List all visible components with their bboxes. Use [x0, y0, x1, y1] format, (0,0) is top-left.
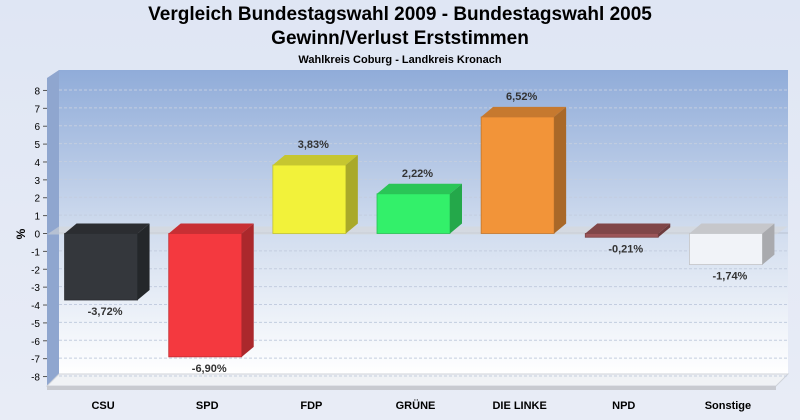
bar-top [168, 223, 254, 234]
y-tick-label: -8 [31, 373, 40, 384]
y-tick-label: -3 [31, 283, 40, 294]
bar-grüne [376, 183, 462, 234]
value-label: -6,90% [192, 363, 227, 375]
bar-npd [584, 223, 671, 238]
x-tick-label: GRÜNE [396, 399, 436, 412]
chart-subtitle: Gewinn/Verlust Erststimmen [271, 28, 529, 49]
bar-top [689, 223, 775, 234]
bar-front [376, 193, 451, 234]
x-tick-label: CSU [91, 400, 114, 412]
bar-top [585, 223, 671, 234]
x-tick-label: NPD [612, 400, 635, 412]
bar-side [137, 223, 150, 301]
bar-front [584, 233, 659, 238]
bar-sonstige [689, 223, 775, 266]
bar-front [64, 233, 138, 301]
y-tick-label: -5 [31, 319, 40, 330]
y-tick-label: -6 [31, 337, 40, 348]
y-tick-label: 0 [34, 230, 40, 241]
bar-top [481, 106, 567, 117]
value-label: -1,74% [712, 271, 747, 283]
bar-front [272, 164, 347, 234]
y-axis-label: % [14, 228, 28, 239]
bar-side [345, 155, 358, 234]
x-tick-label: SPD [196, 400, 219, 412]
y-tick-label: -2 [31, 265, 40, 276]
bar-front [689, 233, 763, 266]
y-tick-label: 4 [34, 158, 40, 169]
value-label: 6,52% [506, 91, 537, 103]
bar-side [554, 106, 567, 234]
y-tick-label: 8 [34, 86, 40, 97]
bar-top [64, 223, 150, 234]
chart-title: Vergleich Bundestagswahl 2009 - Bundesta… [148, 4, 652, 25]
bar-front [480, 116, 555, 234]
bar-side [450, 183, 462, 234]
chart-caption: Wahlkreis Coburg - Landkreis Kronach [298, 54, 502, 66]
bar-top [272, 155, 358, 166]
plot-left-wall [47, 70, 59, 386]
bar-front [168, 233, 243, 358]
y-tick-label: 7 [34, 104, 40, 115]
y-tick-label: -4 [31, 301, 40, 312]
y-tick-label: -7 [31, 355, 40, 366]
y-tick-label: -1 [31, 247, 40, 258]
bar-top [377, 183, 462, 194]
bar-die-linke [480, 106, 567, 234]
value-label: 2,22% [402, 168, 433, 180]
y-tick-label: 6 [34, 122, 40, 133]
x-tick-label: FDP [300, 400, 322, 412]
bar-spd [168, 223, 254, 358]
bar-fdp [272, 155, 358, 234]
value-label: -3,72% [88, 306, 123, 318]
bar-side [762, 223, 775, 265]
bar-csu [64, 223, 150, 301]
value-label: 3,83% [298, 139, 329, 151]
bar-side [241, 223, 254, 357]
y-tick-label: 5 [34, 140, 40, 151]
x-tick-label: Sonstige [705, 400, 751, 412]
y-tick-label: 3 [34, 176, 40, 187]
y-tick-label: 1 [34, 212, 40, 223]
value-label: -0,21% [608, 243, 643, 255]
plot-floor-edge [47, 386, 776, 390]
x-tick-label: DIE LINKE [492, 400, 546, 412]
y-tick-label: 2 [34, 194, 40, 205]
bar-side [658, 223, 671, 238]
